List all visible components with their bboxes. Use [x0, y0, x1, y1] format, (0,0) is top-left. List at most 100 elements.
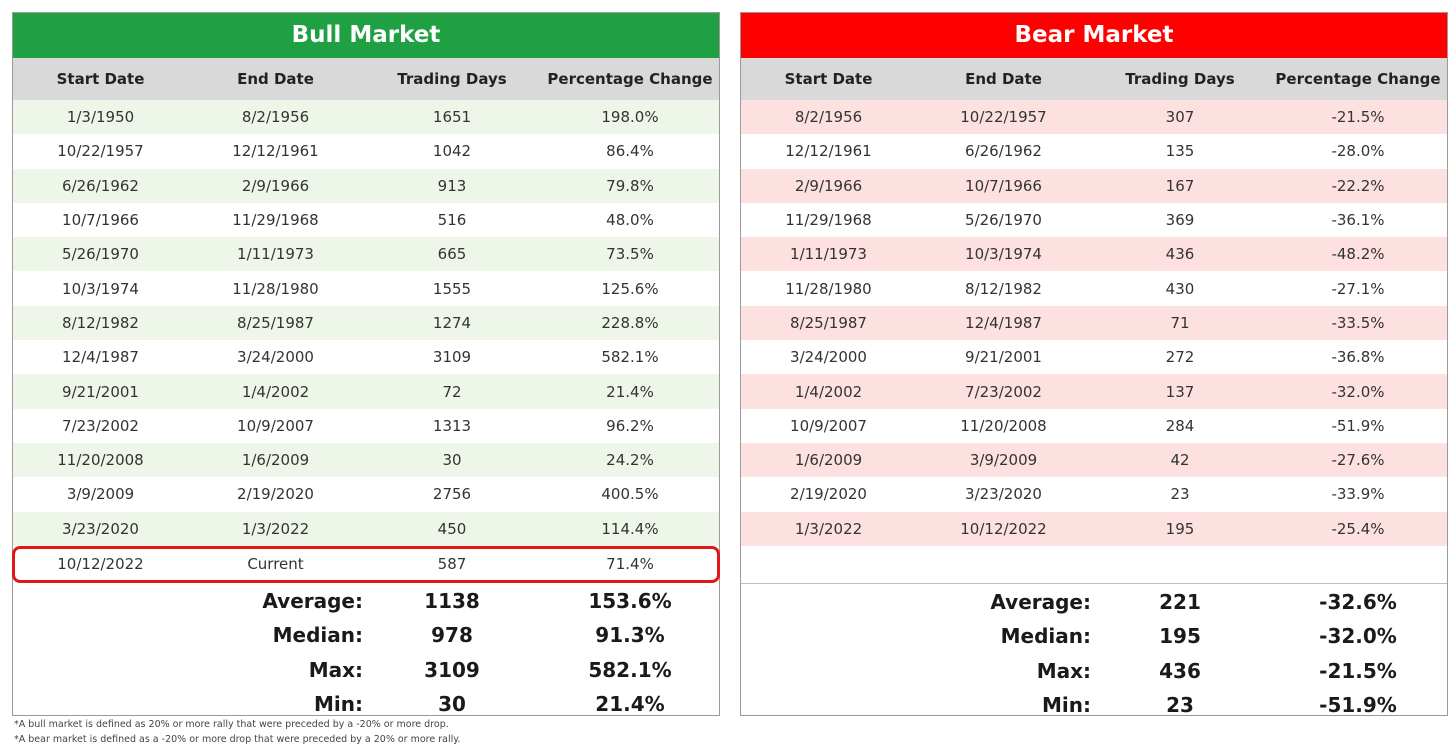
table-row: 5/26/1970 1/11/1973 665 73.5% — [13, 237, 719, 272]
table-cell: 11/20/2008 — [13, 442, 188, 478]
table-cell: 1/6/2009 — [741, 442, 916, 478]
summary-stat-row: Average: 221 -32.6% — [741, 585, 1447, 619]
bear-market-title: Bear Market — [741, 13, 1447, 58]
summary-label: Median: — [272, 623, 363, 648]
table-cell: 86.4% — [606, 142, 654, 161]
summary-stat-row: Median: 195 -32.0% — [741, 619, 1447, 653]
table-row: 6/26/1962 2/9/1966 913 79.8% — [13, 168, 719, 203]
table-cell: 3/9/2009 — [66, 485, 135, 504]
summary-pct: -21.5% — [1319, 658, 1397, 683]
table-cell: 195 — [1091, 511, 1269, 546]
table-row: 1/11/1973 10/3/1974 436 -48.2% — [741, 237, 1447, 272]
table-cell: 5/26/1970 — [13, 237, 188, 272]
table-row: 8/25/1987 12/4/1987 71 -33.5% — [741, 305, 1447, 341]
summary-days: 3109 — [424, 657, 480, 682]
summary-pct: -32.6% — [1319, 590, 1397, 614]
bear-market-table: Bear Market Start Date End Date Trading … — [740, 12, 1448, 717]
table-cell: 72 — [363, 374, 541, 409]
table-cell: 73.5% — [541, 237, 719, 272]
table-cell: 1/3/1950 — [13, 100, 188, 135]
table-cell: 8/25/1987 — [741, 305, 916, 341]
table-row: 8/2/1956 10/22/1957 307 -21.5% — [741, 100, 1447, 135]
table-row: 1/6/2009 3/9/2009 42 -27.6% — [741, 442, 1447, 478]
summary-pct: 91.3% — [595, 623, 665, 648]
header-end-date: End Date — [965, 70, 1042, 88]
summary-days: 23 — [1166, 692, 1194, 717]
table-cell: 450 — [363, 511, 541, 546]
header-end-date: End Date — [237, 70, 314, 88]
table-row: 3/24/2000 9/21/2001 272 -36.8% — [741, 340, 1447, 374]
blank-row — [741, 546, 1447, 583]
table-cell: 10/3/1974 — [62, 279, 139, 298]
table-cell: 8/25/1987 — [188, 305, 363, 341]
table-cell: 272 — [1165, 348, 1195, 367]
table-cell: 125.6% — [601, 279, 659, 298]
table-cell: -33.9% — [1331, 485, 1385, 504]
table-cell: 1/11/1973 — [188, 237, 363, 272]
summary-label: Median: — [1000, 624, 1091, 649]
table-cell: 10/7/1966 — [916, 168, 1091, 203]
table-cell: 23 — [1170, 485, 1190, 504]
table-cell: 8/2/1956 — [741, 100, 916, 135]
table-cell: 228.8% — [541, 305, 719, 341]
table-cell: 7/23/2002 — [916, 374, 1091, 409]
table-row: 1/3/1950 8/2/1956 1651 198.0% — [13, 100, 719, 135]
table-cell: 24.2% — [541, 442, 719, 478]
table-row: 1/3/2022 10/12/2022 195 -25.4% — [741, 511, 1447, 546]
table-cell: 6/26/1962 — [13, 168, 188, 203]
table-cell: 2/9/1966 — [188, 168, 363, 203]
table-cell: -27.1% — [1331, 279, 1385, 298]
header-percentage-change: Percentage Change — [1275, 70, 1441, 88]
summary-label: Average: — [262, 589, 363, 613]
summary-stat-row: Median: 978 91.3% — [13, 618, 719, 652]
summary-label: Max: — [308, 657, 363, 682]
header-start-date: Start Date — [784, 70, 873, 88]
table-cell: 3/24/2000 — [790, 348, 867, 367]
summary-label: Average: — [990, 590, 1091, 614]
table-cell: 1/4/2002 — [741, 374, 916, 409]
table-cell: 135 — [1165, 142, 1195, 161]
table-cell: 12/12/1961 — [785, 142, 872, 161]
table-cell: 516 — [437, 211, 467, 230]
table-cell: 30 — [363, 442, 541, 478]
table-cell: 436 — [1091, 237, 1269, 272]
table-cell: 8/12/1982 — [13, 305, 188, 341]
table-row: 1/4/2002 7/23/2002 137 -32.0% — [741, 374, 1447, 409]
table-cell: 369 — [1165, 211, 1195, 230]
table-cell: 12/4/1987 — [916, 305, 1091, 341]
table-cell: 167 — [1091, 168, 1269, 203]
table-cell: 198.0% — [541, 100, 719, 135]
table-cell: 10/12/2022 — [57, 555, 144, 574]
table-row: 11/28/1980 8/12/1982 430 -27.1% — [741, 271, 1447, 305]
header-trading-days: Trading Days — [397, 70, 507, 88]
table-cell: 10/9/2007 — [790, 416, 867, 435]
table-cell: 2/19/2020 — [790, 485, 867, 504]
table-cell: 1/3/2022 — [188, 511, 363, 546]
bull-column-headers: Start Date End Date Trading Days Percent… — [13, 58, 719, 100]
table-row: 3/23/2020 1/3/2022 450 114.4% — [13, 511, 719, 546]
table-row: 9/21/2001 1/4/2002 72 21.4% — [13, 374, 719, 409]
table-cell: 582.1% — [601, 348, 659, 367]
table-cell: -22.2% — [1269, 168, 1447, 203]
table-cell: 3109 — [432, 348, 472, 367]
summary-stat-row: Max: 436 -21.5% — [741, 653, 1447, 687]
table-cell: -21.5% — [1269, 100, 1447, 135]
table-cell: 1/3/2022 — [741, 511, 916, 546]
table-cell: 6/26/1962 — [965, 142, 1042, 161]
table-cell: 10/12/2022 — [916, 511, 1091, 546]
table-row: 12/4/1987 3/24/2000 3109 582.1% — [13, 340, 719, 374]
table-row: 10/22/1957 12/12/1961 1042 86.4% — [13, 134, 719, 168]
table-row: 2/9/1966 10/7/1966 167 -22.2% — [741, 168, 1447, 203]
bear-column-headers: Start Date End Date Trading Days Percent… — [741, 58, 1447, 100]
summary-pct: -32.0% — [1319, 624, 1397, 649]
table-cell: 1/6/2009 — [188, 442, 363, 478]
table-cell: 114.4% — [541, 511, 719, 546]
bull-rows: 1/3/1950 8/2/1956 1651 198.0% 10/22/1957 12/1… — [13, 100, 719, 546]
table-cell: 1042 — [432, 142, 472, 161]
summary-pct: -51.9% — [1319, 692, 1397, 717]
table-cell: 913 — [363, 168, 541, 203]
table-cell: 1651 — [363, 100, 541, 135]
table-cell: 1/11/1973 — [741, 237, 916, 272]
table-cell: 1555 — [432, 279, 472, 298]
header-start-date: Start Date — [56, 70, 145, 88]
